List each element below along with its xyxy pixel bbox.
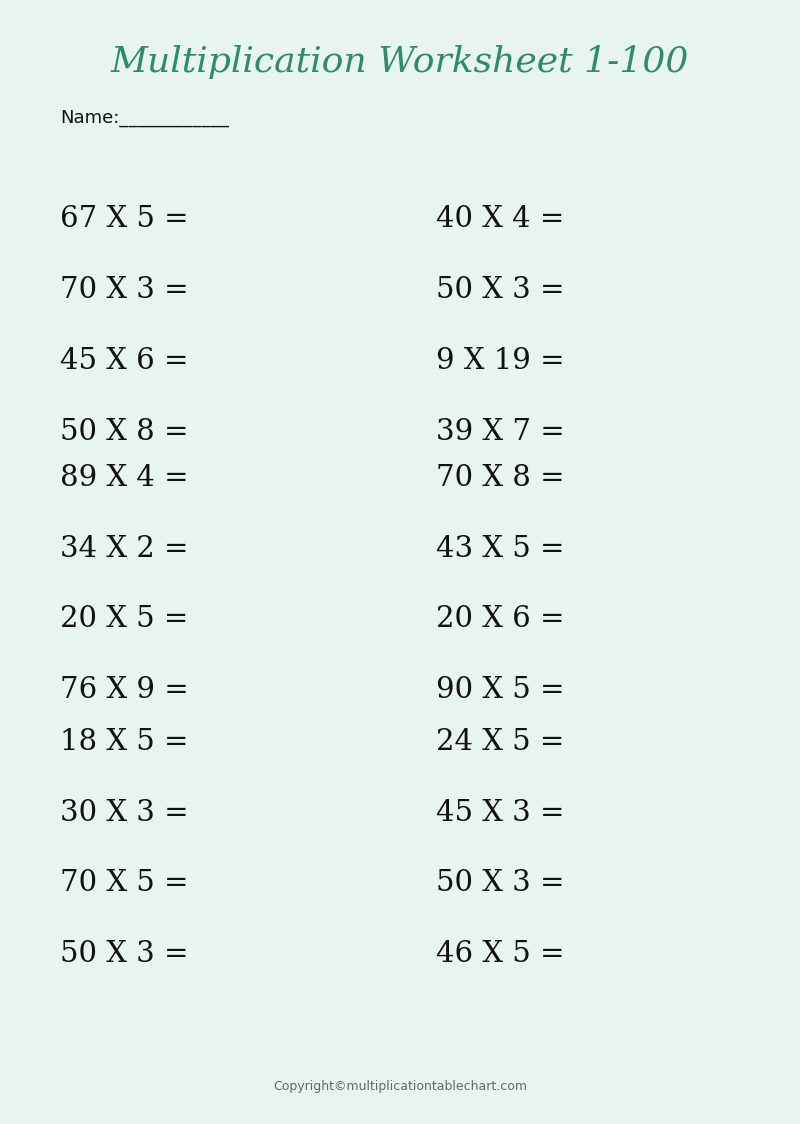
Text: 50 X 3 =: 50 X 3 = [436,277,565,303]
Text: 43 X 5 =: 43 X 5 = [436,535,565,562]
Text: 30 X 3 =: 30 X 3 = [60,799,189,826]
Text: 40 X 4 =: 40 X 4 = [436,206,564,233]
Text: 90 X 5 =: 90 X 5 = [436,677,565,704]
Text: 24 X 5 =: 24 X 5 = [436,728,564,755]
Text: 45 X 3 =: 45 X 3 = [436,799,565,826]
Text: 45 X 6 =: 45 X 6 = [60,347,189,374]
Text: 70 X 8 =: 70 X 8 = [436,464,565,491]
Text: 70 X 5 =: 70 X 5 = [60,870,189,897]
Text: 46 X 5 =: 46 X 5 = [436,941,565,968]
FancyBboxPatch shape [12,3,788,1124]
Text: 18 X 5 =: 18 X 5 = [60,728,189,755]
Text: 39 X 7 =: 39 X 7 = [436,418,565,445]
Text: 9 X 19 =: 9 X 19 = [436,347,565,374]
Text: 50 X 3 =: 50 X 3 = [60,941,189,968]
Text: 70 X 3 =: 70 X 3 = [60,277,189,303]
Text: 89 X 4 =: 89 X 4 = [60,464,189,491]
Text: Multiplication Worksheet 1-100: Multiplication Worksheet 1-100 [111,45,689,79]
Text: 50 X 3 =: 50 X 3 = [436,870,565,897]
Text: Copyright©multiplicationtablechart.com: Copyright©multiplicationtablechart.com [273,1080,527,1094]
Text: Name:____________: Name:____________ [60,109,229,127]
Text: 20 X 6 =: 20 X 6 = [436,606,565,633]
Text: 76 X 9 =: 76 X 9 = [60,677,189,704]
Text: 67 X 5 =: 67 X 5 = [60,206,189,233]
Text: 34 X 2 =: 34 X 2 = [60,535,189,562]
Text: 50 X 8 =: 50 X 8 = [60,418,189,445]
Text: 20 X 5 =: 20 X 5 = [60,606,188,633]
